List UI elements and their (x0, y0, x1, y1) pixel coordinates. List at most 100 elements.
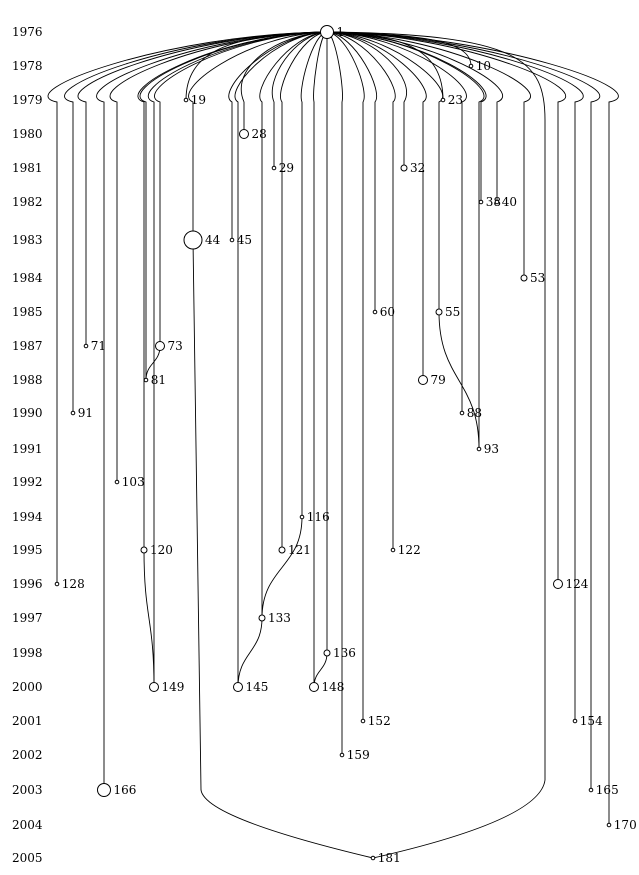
year-label-1996: 1996 (12, 577, 43, 591)
year-label-1980: 1980 (12, 127, 43, 141)
node-label-121: 121 (288, 543, 311, 557)
node-159[interactable] (339, 752, 345, 758)
edge-1-122 (326, 31, 396, 550)
node-29[interactable] (271, 165, 277, 171)
edge-120-149 (143, 549, 155, 688)
year-label-1984: 1984 (12, 271, 43, 285)
node-40[interactable] (494, 199, 500, 205)
node-label-28: 28 (252, 127, 267, 141)
edge-1-124 (326, 31, 566, 584)
node-154[interactable] (572, 718, 578, 724)
year-axis: 1976 1978 1979 1980 1981 1982 1983 1984 1985 1987… (12, 25, 43, 865)
edge-1-121 (280, 31, 328, 550)
node-148[interactable] (309, 682, 319, 692)
year-label-1992: 1992 (12, 475, 43, 489)
node-103[interactable] (114, 479, 120, 485)
node-label-23: 23 (448, 93, 463, 107)
node-122[interactable] (390, 547, 396, 553)
year-label-2001: 2001 (12, 714, 43, 728)
node-28[interactable] (239, 129, 249, 139)
year-label-1994: 1994 (12, 510, 43, 524)
edge-1-88 (326, 31, 467, 413)
edge-1-79 (326, 31, 427, 380)
node-label-55: 55 (445, 305, 460, 319)
year-label-1997: 1997 (12, 611, 43, 625)
node-145[interactable] (233, 682, 243, 692)
node-label-79: 79 (431, 373, 446, 387)
node-label-71: 71 (91, 339, 106, 353)
node-136[interactable] (323, 649, 331, 657)
node-label-32: 32 (410, 161, 425, 175)
edge-1-145 (234, 31, 328, 687)
node-121[interactable] (278, 546, 286, 554)
node-label-10: 10 (476, 59, 491, 73)
node-label-40: 40 (502, 195, 517, 209)
node-79[interactable] (418, 375, 428, 385)
edge-1-53 (326, 31, 531, 278)
node-120[interactable] (140, 546, 148, 554)
node-1[interactable] (320, 25, 334, 39)
node-10[interactable] (468, 63, 474, 69)
node-label-122: 122 (398, 543, 421, 557)
node-38[interactable] (478, 199, 484, 205)
node-124[interactable] (553, 579, 563, 589)
edge-1-133 (259, 31, 328, 618)
node-label-29: 29 (279, 161, 294, 175)
node-label-53: 53 (530, 271, 545, 285)
node-label-170: 170 (614, 818, 637, 832)
node-73[interactable] (155, 341, 165, 351)
node-60[interactable] (372, 309, 378, 315)
node-71[interactable] (83, 343, 89, 349)
edge-1-170 (326, 31, 619, 825)
edge-1-128 (47, 31, 328, 584)
edge-1-44 (188, 31, 328, 240)
node-44[interactable] (183, 230, 203, 250)
edge-1-40 (326, 31, 504, 202)
node-label-60: 60 (380, 305, 395, 319)
edge-1-152 (326, 31, 365, 721)
node-label-124: 124 (566, 577, 589, 591)
node-label-81: 81 (151, 373, 166, 387)
node-170[interactable] (606, 822, 612, 828)
year-label-1976: 1976 (12, 25, 43, 39)
node-label-145: 145 (246, 680, 269, 694)
node-label-91: 91 (78, 406, 93, 420)
edge-44-181 (192, 239, 374, 859)
edge-1-93 (326, 31, 485, 449)
year-label-2005: 2005 (12, 851, 43, 865)
year-label-2002: 2002 (12, 748, 43, 762)
node-label-152: 152 (368, 714, 391, 728)
node-label-44: 44 (205, 233, 221, 247)
node-label-148: 148 (322, 680, 345, 694)
node-55[interactable] (435, 308, 443, 316)
edge-1-55 (326, 31, 444, 312)
edge-1-91 (64, 31, 328, 413)
node-45[interactable] (229, 237, 235, 243)
year-label-1995: 1995 (12, 543, 43, 557)
node-32[interactable] (400, 164, 408, 172)
edge-1-103 (109, 31, 328, 482)
node-label-128: 128 (62, 577, 85, 591)
edge-1-60 (326, 31, 377, 312)
edge-1-73 (153, 31, 328, 346)
node-93[interactable] (476, 446, 482, 452)
node-149[interactable] (149, 682, 159, 692)
node-166[interactable] (97, 783, 111, 797)
year-label-1990: 1990 (12, 406, 43, 420)
edge-1-154 (326, 31, 584, 721)
node-116[interactable] (299, 514, 305, 520)
node-165[interactable] (588, 787, 594, 793)
node-88[interactable] (459, 410, 465, 416)
year-label-1985: 1985 (12, 305, 43, 319)
node-133[interactable] (258, 614, 266, 622)
node-81[interactable] (143, 377, 149, 383)
node-19[interactable] (183, 97, 189, 103)
node-181[interactable] (370, 855, 376, 861)
node-128[interactable] (54, 581, 60, 587)
node-152[interactable] (360, 718, 366, 724)
year-label-2004: 2004 (12, 818, 43, 832)
node-91[interactable] (70, 410, 76, 416)
node-23[interactable] (440, 97, 446, 103)
node-53[interactable] (520, 274, 528, 282)
